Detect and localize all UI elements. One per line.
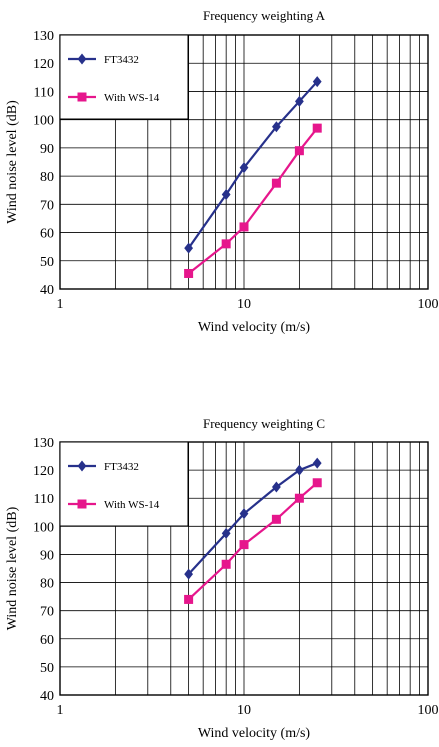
x-tick-label: 10: [237, 703, 251, 718]
series-with-ws-14: [184, 478, 322, 604]
data-point: [184, 568, 194, 580]
series-line: [187, 462, 318, 575]
y-tick-label: 80: [40, 170, 54, 185]
y-tick-label: 110: [34, 85, 54, 100]
legend-label: With WS-14: [104, 499, 160, 511]
data-point: [312, 478, 322, 488]
data-point: [312, 123, 322, 133]
data-point: [272, 481, 281, 493]
chart-title: Frequency weighting A: [203, 8, 326, 23]
data-point: [294, 146, 304, 156]
legend-label: FT3432: [104, 54, 139, 66]
y-tick-label: 100: [33, 520, 54, 535]
plot-frame: [59, 441, 429, 696]
legend-label: FT3432: [104, 461, 139, 473]
data-point: [221, 559, 231, 569]
gridlines: [60, 35, 428, 289]
data-point: [271, 178, 281, 188]
x-axis-label: Wind velocity (m/s): [198, 320, 311, 335]
series-with-ws-14: [184, 123, 322, 278]
y-tick-label: 90: [40, 142, 54, 157]
y-tick-label: 100: [33, 114, 54, 129]
y-tick-label: 120: [33, 464, 54, 479]
x-tick-label: 1: [57, 297, 64, 312]
y-tick-label: 80: [40, 577, 54, 592]
legend-item: FT3432: [68, 53, 139, 66]
x-tick-label: 10: [237, 297, 251, 312]
x-tick-label: 100: [418, 703, 439, 718]
y-tick-label: 70: [40, 605, 54, 620]
y-tick-label: 130: [33, 29, 54, 44]
chart-title: Frequency weighting C: [203, 416, 325, 431]
x-axis-label: Wind velocity (m/s): [198, 726, 311, 741]
data-point: [184, 594, 194, 604]
legend-marker: [77, 460, 87, 472]
data-point: [184, 268, 194, 278]
data-point: [221, 239, 231, 249]
data-point: [239, 162, 249, 174]
y-axis-label: Wind noise level (dB): [5, 100, 20, 224]
series-ft3432: [184, 76, 322, 254]
legend-marker: [77, 92, 87, 102]
legend-item: With WS-14: [68, 92, 160, 104]
data-point: [221, 527, 231, 539]
data-point: [239, 540, 249, 550]
data-point: [239, 222, 249, 232]
y-tick-label: 40: [40, 283, 54, 298]
legend-marker: [77, 499, 87, 509]
data-point: [294, 95, 304, 107]
data-point: [312, 457, 322, 469]
data-point: [272, 121, 281, 133]
series-line: [187, 80, 319, 249]
data-point: [239, 508, 249, 520]
legend-box: [59, 34, 189, 120]
x-tick-label: 1: [57, 703, 64, 718]
chart-panel-1: Frequency weighting A4050607080901001101…: [5, 8, 439, 335]
y-tick-label: 130: [33, 436, 54, 451]
y-tick-label: 60: [40, 633, 54, 648]
y-tick-label: 50: [40, 661, 54, 676]
legend-label: With WS-14: [104, 92, 160, 104]
y-tick-label: 60: [40, 227, 54, 242]
data-point: [294, 464, 304, 476]
series-ft3432: [184, 457, 322, 580]
plot-frame: [59, 34, 429, 290]
legend: FT3432 With WS-14: [59, 441, 189, 527]
y-tick-label: 70: [40, 198, 54, 213]
data-point: [184, 242, 194, 254]
y-tick-label: 90: [40, 548, 54, 563]
y-axis-label: Wind noise level (dB): [5, 506, 20, 630]
legend-marker: [77, 53, 87, 65]
y-tick-label: 40: [40, 689, 54, 704]
legend-item: FT3432: [68, 460, 139, 473]
chart-panel-2: Frequency weighting C4050607080901001101…: [5, 416, 439, 741]
legend-item: With WS-14: [68, 499, 160, 511]
x-tick-label: 100: [418, 297, 439, 312]
data-point: [221, 188, 231, 200]
data-point: [294, 493, 304, 503]
legend: FT3432 With WS-14: [59, 34, 189, 120]
y-tick-label: 110: [34, 492, 54, 507]
y-tick-label: 50: [40, 255, 54, 270]
legend-box: [59, 441, 189, 527]
y-tick-label: 120: [33, 57, 54, 72]
data-point: [312, 76, 322, 88]
data-point: [271, 514, 281, 524]
